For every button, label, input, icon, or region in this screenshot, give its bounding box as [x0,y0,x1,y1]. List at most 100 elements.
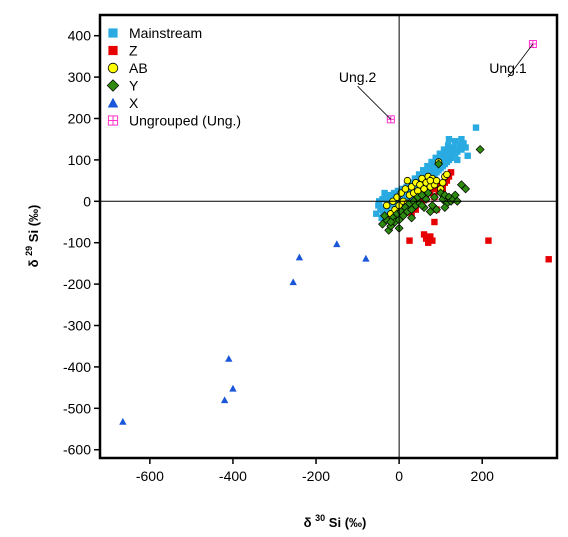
x-axis-label-superscript: 30 [315,513,325,523]
data-point [458,146,465,153]
data-point [454,156,461,164]
data-point [295,253,304,261]
data-point [434,159,444,169]
y-tick-label: -200 [63,276,91,292]
data-point [449,144,457,151]
plot-frame [98,13,559,460]
data-point [381,189,388,197]
data-point [289,278,297,286]
data-point [443,177,451,184]
data-point [220,396,229,404]
series-x [119,240,370,425]
annotation-label: Ung.1 [489,60,527,76]
data-point [432,205,442,215]
data-point [447,150,455,157]
y-tick-label: 200 [68,111,92,127]
data-point [225,354,233,362]
y-tick-label: 300 [68,69,92,85]
data-point [406,237,413,244]
data-point [472,124,480,131]
data-point [460,140,467,147]
y-axis-ticks: 400 300 200 100 0 -100 -200 -300 -400 -500 -600 [63,28,100,458]
y-axis-label: δ 29 Si (‰) [20,205,41,268]
data-point [442,154,449,162]
y-tick-label: -100 [63,235,91,251]
x-axis-label-prefix: δ [304,515,312,530]
data-point [452,150,459,157]
data-point [429,167,437,174]
annotation-leader [357,85,392,120]
y-axis-label-superscript: 29 [24,246,34,256]
legend-item-ungrouped-ung: Ungrouped (Ung.) [107,113,241,129]
data-point [373,210,380,217]
data-point [401,185,410,193]
y-tick-label: 100 [68,152,92,168]
annotations: Ung.2 Ung.1 [339,43,534,120]
data-point [431,171,438,178]
annotation-leader [507,43,534,78]
x-axis-label-suffix: Si (‰) [329,515,367,530]
legend-marker [108,45,118,56]
y-tick-label: -600 [63,442,91,458]
data-point [386,191,394,199]
data-point [452,138,459,145]
legend-marker [107,97,119,108]
data-point [362,254,370,262]
data-point [382,201,391,210]
data-point [119,417,127,425]
zero-lines [100,15,557,458]
data-point [445,136,453,143]
series-ab [382,158,451,224]
data-point [458,136,465,143]
x-tick-label: 0 [395,468,403,484]
data-point [375,202,382,209]
x-tick-label: 200 [471,468,495,484]
legend-label: Z [129,43,138,59]
data-point [425,239,432,246]
y-tick-label: -500 [63,400,91,416]
legend-item-y: Y [106,78,139,94]
y-tick-label: 0 [83,193,91,209]
y-tick-label: -400 [63,359,91,375]
legend-label: Mainstream [129,25,202,41]
data-point [388,202,395,209]
legend-label: X [129,95,139,111]
plot-background [100,15,557,458]
data-point [456,142,463,149]
data-point [443,158,451,166]
annotation-label: Ung.2 [339,69,377,85]
legend-marker [107,115,119,126]
x-axis-ticks: -600 -400 -200 0 200 [136,458,494,484]
y-tick-label: 400 [68,28,92,44]
x-tick-label: -200 [302,468,330,484]
data-point [420,231,428,238]
legend-item-z: Z [108,43,138,59]
data-point [384,208,391,215]
data-point [229,384,237,392]
data-points [119,39,552,425]
legend: Mainstream ZAB YX Ungrouped (Ung.) [106,25,241,129]
data-point [464,152,471,159]
data-point [333,240,341,248]
data-point [426,176,434,185]
data-point [386,217,396,227]
x-axis-label: δ 30 Si (‰) [304,509,367,530]
legend-item-ab: AB [107,60,148,76]
legend-marker [107,62,119,74]
data-point [413,183,420,191]
y-tick-label: -300 [63,318,91,334]
data-point [439,162,446,170]
data-point [443,170,451,179]
data-point [383,193,390,201]
data-point [475,145,485,155]
legend-marker [106,79,120,92]
data-point [378,214,385,222]
y-axis-label-suffix: Si (‰) [26,205,41,243]
data-point [407,213,417,223]
data-point [444,142,452,149]
data-point [379,196,386,203]
data-point [485,237,492,244]
data-point [440,203,450,213]
data-point [417,200,427,210]
